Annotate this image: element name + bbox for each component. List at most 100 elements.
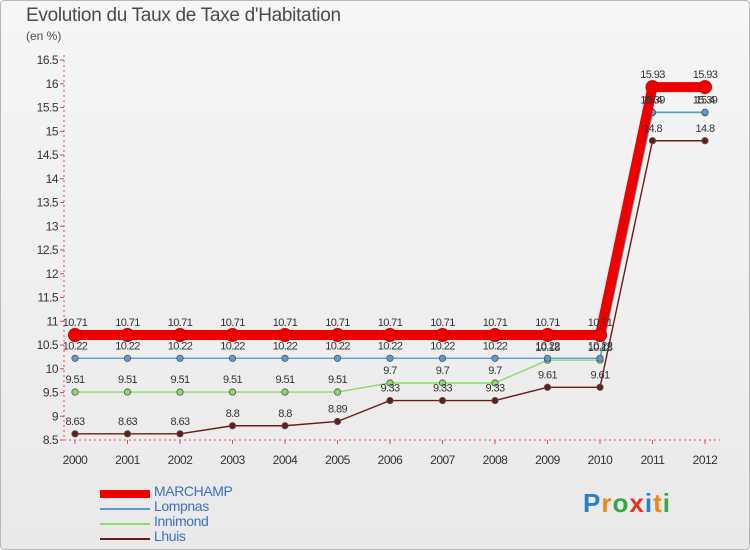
y-tick-label: 13.5 — [37, 196, 59, 210]
data-label: 9.7 — [383, 365, 397, 377]
data-label: 8.89 — [328, 403, 347, 415]
data-label: 10.71 — [115, 317, 140, 329]
y-tick-label: 11 — [47, 314, 59, 328]
data-point — [228, 422, 237, 430]
data-label: 9.51 — [275, 374, 294, 386]
y-tick-label: 8.5 — [43, 433, 59, 447]
data-point — [173, 328, 187, 343]
legend-label: Lompnas — [154, 498, 209, 514]
data-point — [176, 354, 184, 362]
data-label: 15.4 — [643, 94, 662, 106]
data-labels: 10.71 10.71 10.71 10.71 10.71 10.71 10.71 10.71… — [63, 69, 719, 428]
data-point — [438, 396, 447, 405]
data-point — [593, 328, 607, 343]
x-tick-label: 2008 — [483, 453, 509, 467]
data-point — [225, 328, 240, 343]
data-label: 10.71 — [168, 317, 193, 329]
data-point — [438, 379, 447, 387]
data-point — [698, 80, 712, 95]
data-label: 9.33 — [433, 383, 452, 395]
data-label: 10.22 — [325, 340, 350, 352]
data-label: 10.22 — [115, 340, 140, 352]
data-label: 15.93 — [640, 69, 665, 81]
data-point — [491, 379, 499, 387]
data-label: 8.63 — [170, 416, 189, 428]
data-point — [228, 354, 237, 362]
x-tick-label: 2010 — [588, 453, 614, 467]
data-point — [701, 108, 709, 116]
chart-title: Evolution du Taux de Taxe d'Habitation — [26, 5, 341, 26]
y-tick-label: 10.5 — [37, 338, 59, 352]
axes: 8.5 9 9.5 10 10.5 11 11.5 12 12.5 13 13.5 14 14.5 15 1… — [37, 53, 720, 467]
data-label: 10.22 — [588, 340, 613, 352]
data-point — [68, 328, 82, 343]
data-label: 9.51 — [170, 374, 189, 386]
data-point — [176, 430, 184, 438]
data-label: 14.8 — [643, 123, 662, 135]
legend-swatch — [100, 508, 150, 510]
series-layer — [68, 80, 712, 438]
data-label: 9.33 — [380, 383, 399, 395]
x-tick-label: 2005 — [325, 453, 351, 467]
data-label: 10.71 — [63, 317, 88, 329]
data-label: 8.8 — [278, 408, 292, 420]
data-label: 9.7 — [436, 365, 450, 377]
data-point — [123, 430, 132, 438]
data-label: 10.18 — [535, 342, 560, 354]
data-point — [333, 354, 342, 362]
data-point — [123, 388, 132, 396]
y-tick-label: 9.5 — [43, 386, 59, 400]
data-point — [488, 328, 502, 343]
x-tick-label: 2006 — [378, 453, 404, 467]
data-point — [435, 328, 450, 343]
data-point — [596, 383, 604, 391]
data-label: 10.22 — [378, 340, 403, 352]
x-tick-label: 2003 — [220, 453, 246, 467]
data-point — [386, 354, 394, 362]
x-tick-label: 2011 — [641, 453, 666, 467]
data-point — [645, 80, 660, 95]
data-label: 10.22 — [273, 340, 298, 352]
data-point — [438, 354, 447, 362]
y-tick-label: 12 — [46, 267, 59, 281]
data-label: 9.51 — [65, 374, 84, 386]
data-point — [540, 328, 555, 343]
data-point — [596, 354, 604, 362]
data-point — [648, 137, 657, 145]
y-tick-label: 16.5 — [37, 53, 59, 67]
data-label: 8.63 — [65, 416, 84, 428]
y-tick-label: 13 — [46, 219, 59, 233]
y-tick-label: 11.5 — [38, 291, 59, 305]
data-label: 15.93 — [693, 69, 718, 81]
data-point — [228, 388, 237, 396]
data-point — [71, 354, 79, 362]
x-tick-label: 2007 — [430, 453, 456, 467]
data-point — [281, 388, 289, 396]
data-point — [491, 396, 499, 405]
data-point — [281, 422, 289, 430]
data-point — [333, 417, 342, 426]
data-point — [333, 388, 342, 396]
data-label: 9.61 — [590, 369, 609, 381]
data-point — [71, 430, 79, 438]
x-tick-label: 2009 — [535, 453, 561, 467]
y-tick-label: 10 — [46, 362, 59, 376]
x-tick-label: 2000 — [63, 453, 89, 467]
data-point — [543, 383, 552, 391]
data-label: 9.7 — [488, 365, 502, 377]
legend-swatch — [100, 490, 150, 498]
legend-swatch — [100, 538, 150, 540]
data-label: 10.22 — [483, 340, 508, 352]
data-point — [701, 137, 709, 145]
y-tick-label: 14 — [46, 172, 59, 186]
legend-label: Innimond — [154, 513, 209, 529]
data-label: 9.33 — [485, 383, 504, 395]
data-label: 10.71 — [378, 317, 403, 329]
series-line-marchamp — [75, 82, 705, 341]
data-point — [386, 396, 394, 405]
data-label: 10.22 — [168, 340, 193, 352]
y-tick-label: 16 — [46, 77, 59, 91]
chart-subtitle: (en %) — [26, 29, 62, 43]
data-point — [491, 354, 499, 362]
